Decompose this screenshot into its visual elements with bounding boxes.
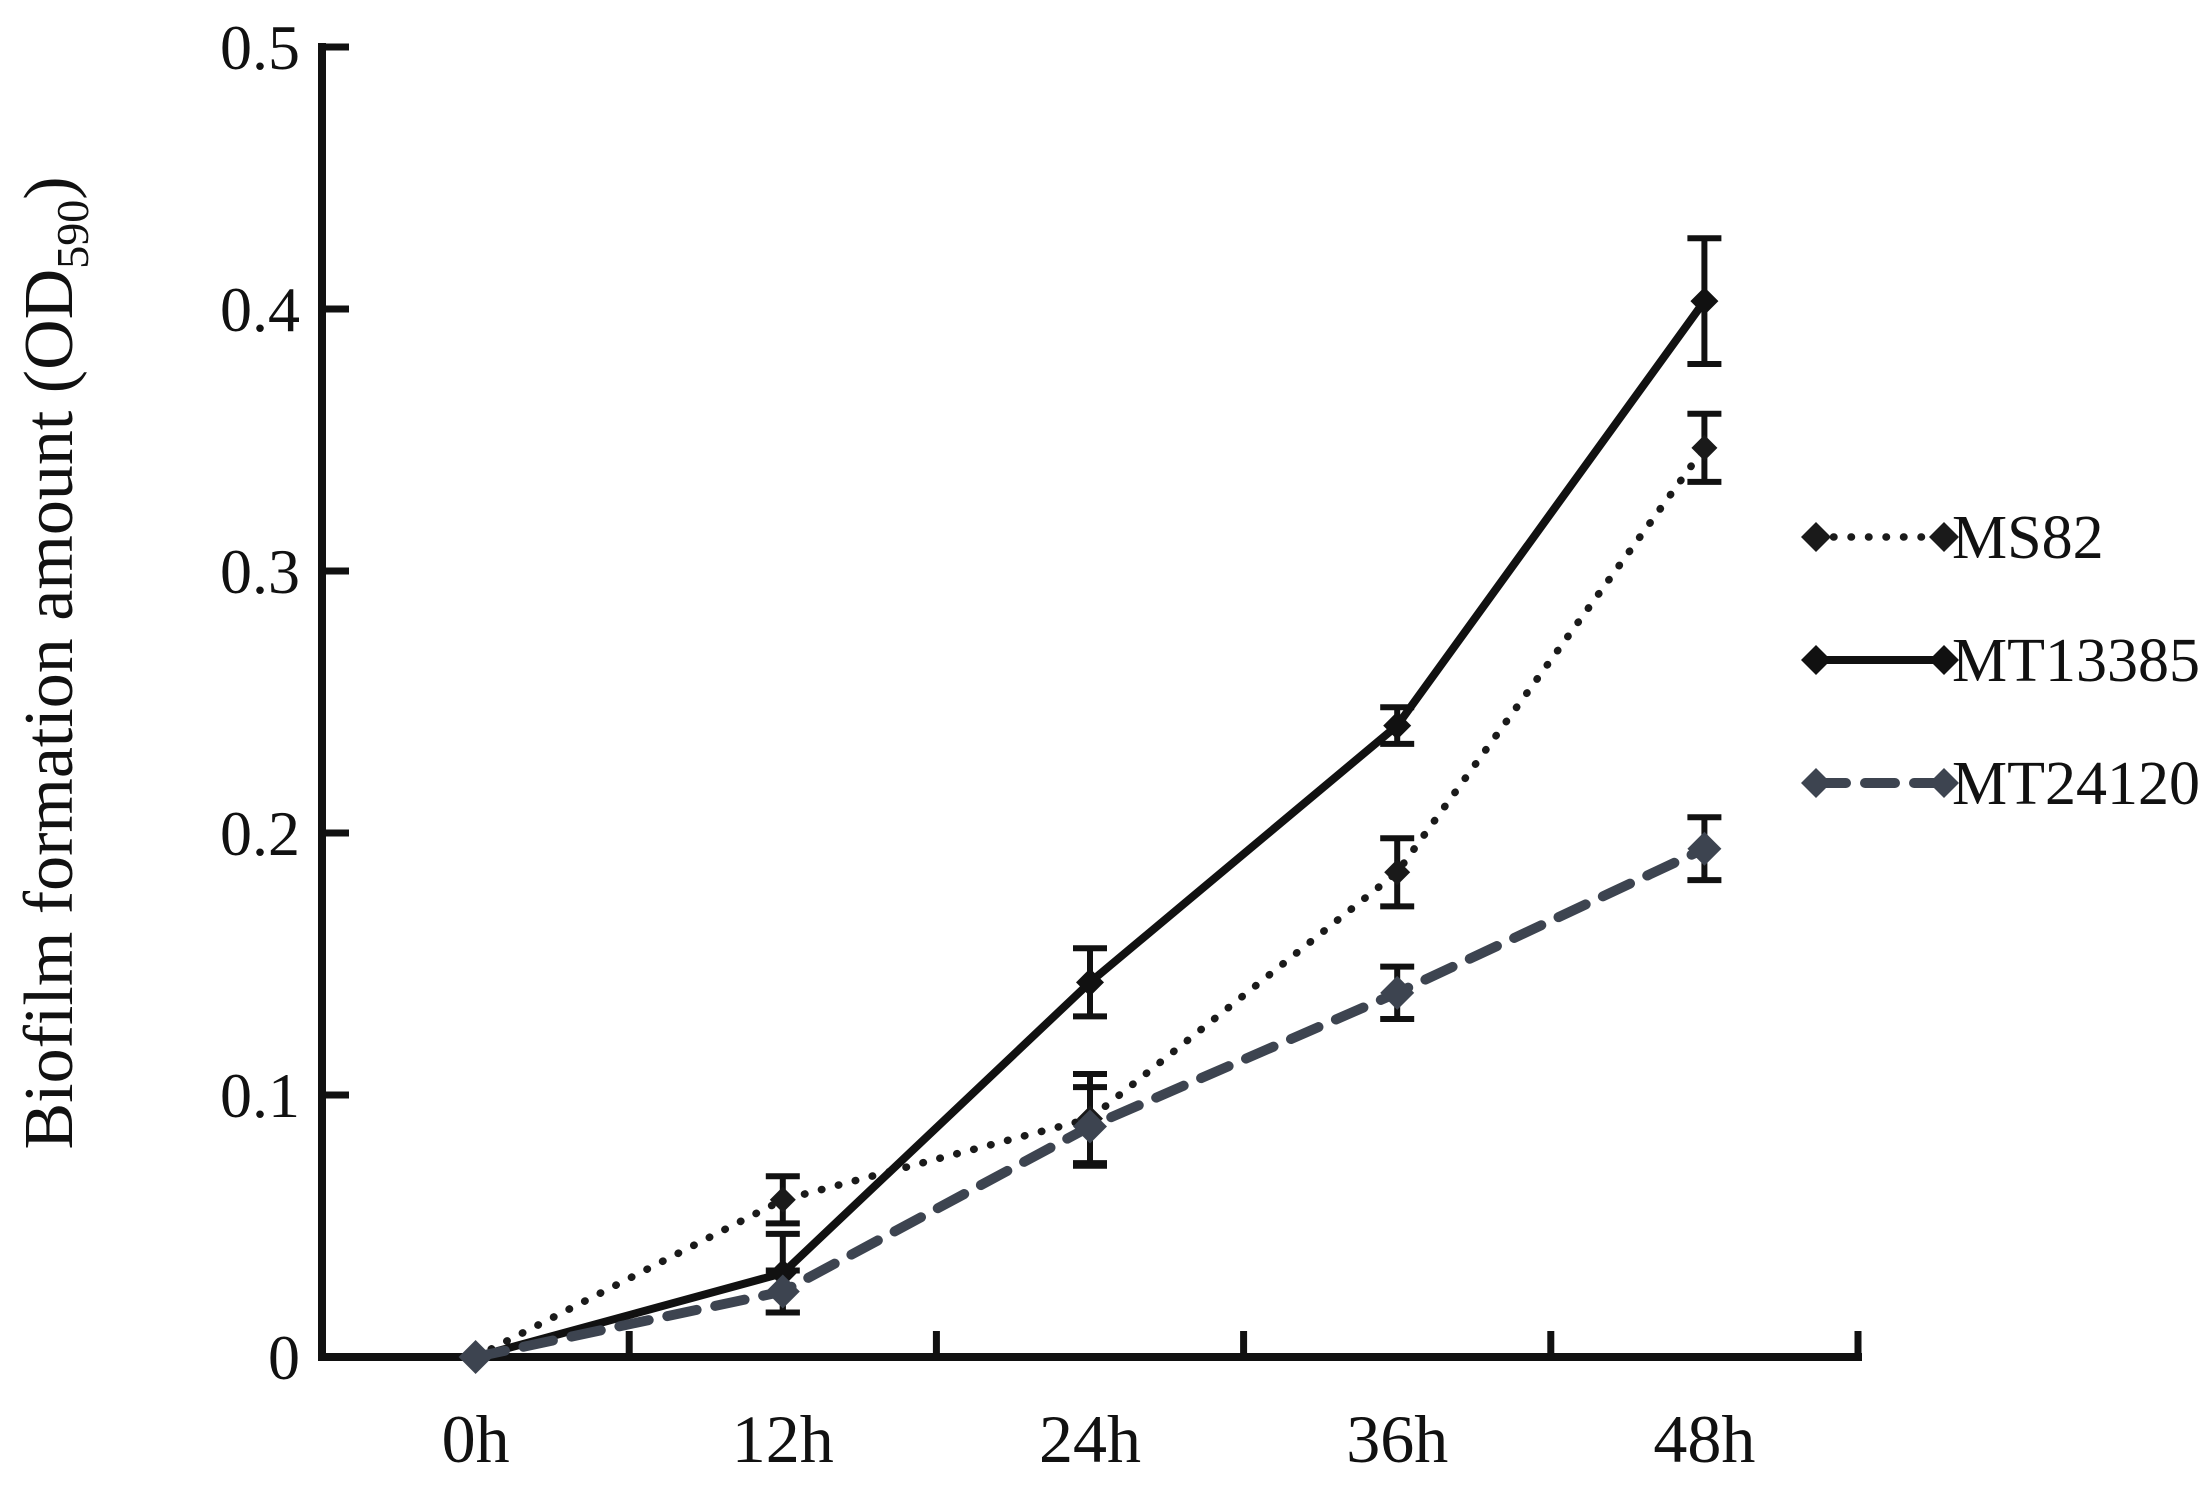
data-point-marker [1691,434,1718,461]
series-markers-MS82 [462,434,1718,1370]
y-tick-label: 0 [268,1322,300,1393]
x-tick-label: 12h [732,1401,834,1477]
y-tick-labels: 0 0.1 0.2 0.3 0.4 0.5 [220,12,300,1393]
data-point-marker [1687,831,1722,866]
legend-marker-right [1929,645,1959,675]
series-markers-MT24120 [458,831,1722,1374]
y-tick-label: 0.4 [220,274,300,345]
legend-item-MT13385: MT13385 [1801,627,2198,695]
data-point-marker [1073,1109,1107,1144]
y-tick-label: 0.3 [220,536,300,607]
data-point-marker [1380,975,1415,1010]
plot-area [458,235,1722,1374]
legend-label: MT24120 [1952,750,2198,818]
y-tick-label: 0.2 [220,798,300,869]
legend-marker-left [1801,645,1831,675]
legend-item-MS82: MS82 [1801,504,2104,572]
data-point-marker [1690,287,1719,316]
data-point-marker [1384,859,1411,886]
y-axis-title: Biofilm formation amount (OD590) [11,176,98,1149]
legend: MS82 MT13385 MT24120 [1801,504,2198,818]
series-markers-MT13385 [461,287,1719,1371]
y-tick-label: 0.1 [220,1060,300,1131]
x-tick-label: 48h [1653,1401,1755,1477]
legend-marker-right [1929,522,1959,552]
series-line-MS82 [471,444,1709,1361]
legend-marker-left [1801,522,1831,552]
x-tick-label: 36h [1346,1401,1448,1477]
data-point-marker [765,1274,800,1309]
data-point-marker [768,1259,797,1288]
data-point-marker [769,1186,796,1213]
data-point-marker [1076,968,1104,997]
legend-label: MT13385 [1952,627,2198,695]
legend-marker-right [1929,768,1959,798]
legend-item-MT24120: MT24120 [1801,750,2198,818]
series-line-MT13385 [471,297,1709,1361]
legend-label: MS82 [1952,504,2104,572]
x-tick-label: 24h [1039,1401,1141,1477]
data-point-marker [458,1340,493,1374]
data-point-marker [1383,711,1412,740]
legend-marker-left [1801,768,1831,798]
x-tick-label: 0h [442,1401,510,1477]
axes [318,43,1862,1361]
y-tick-label: 0.5 [220,12,300,83]
x-tick-labels: 0h 12h 24h 36h 48h [442,1401,1756,1477]
